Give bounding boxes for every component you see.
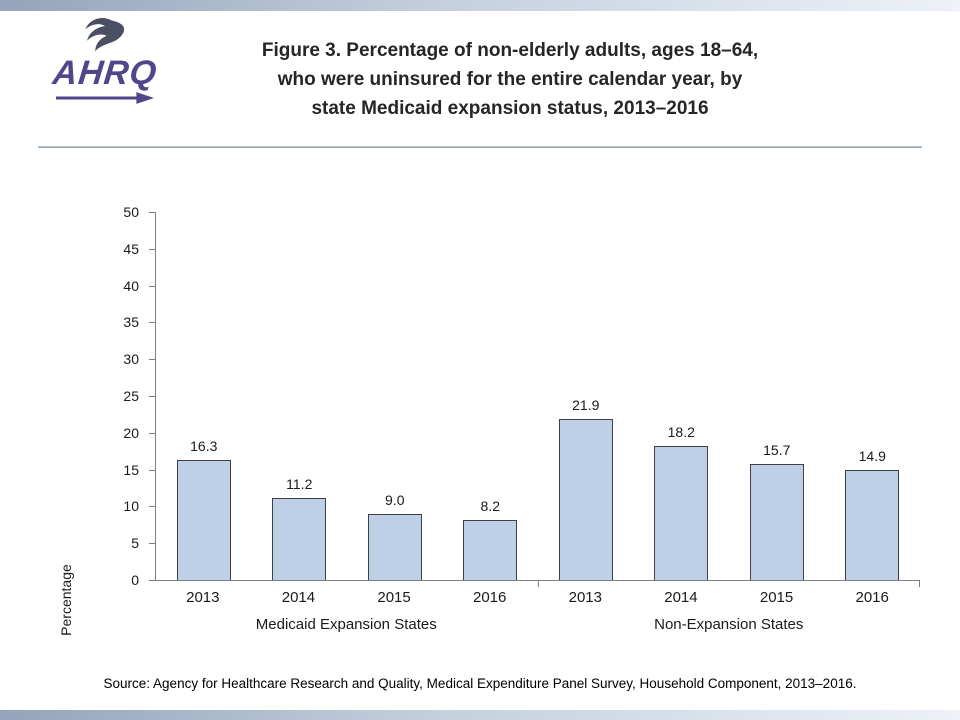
y-tick-mark (149, 285, 155, 287)
y-tick-label: 25 (123, 388, 139, 404)
y-tick-mark (149, 248, 155, 250)
x-tick-label: 2014 (281, 589, 316, 606)
bar (463, 519, 518, 580)
bar (749, 464, 804, 580)
group-label: Medicaid Expansion States (255, 616, 437, 633)
y-tick-label: 20 (123, 424, 139, 441)
bar-value-label: 14.9 (858, 448, 886, 465)
figure-title-line-3: state Medicaid expansion status, 2013–20… (311, 98, 709, 119)
hhs-eagle-icon (85, 17, 125, 52)
y-tick-mark (149, 506, 155, 508)
x-tick-row: 2013 2014 2015 2016 2013 2014 2015 2016 (155, 581, 920, 606)
y-tick-label: 5 (131, 535, 139, 552)
bar-value-label: 8.2 (480, 497, 500, 514)
bar-value-label: 18.2 (667, 424, 695, 441)
bar (845, 470, 900, 580)
y-tick-mark (149, 212, 155, 213)
bar (272, 497, 327, 580)
bar-value-label: 11.2 (286, 475, 313, 492)
y-tick-mark (149, 580, 155, 581)
bar-chart: Percentage 0 5 10 15 20 25 30 35 40 45 50 16.3 11.2… (0, 204, 960, 636)
bar-value-label: 16.3 (190, 438, 218, 455)
bar-slot: 8.2 (443, 212, 539, 580)
group-label: Non-Expansion States (654, 616, 804, 633)
bottom-gradient-strip (0, 710, 960, 720)
ahrq-logo: AHRQ (44, 16, 166, 104)
y-tick-mark (149, 543, 155, 545)
bar-value-label: 21.9 (572, 396, 600, 413)
y-tick-mark (149, 396, 155, 397)
group-label-row: Medicaid Expansion States Non-Expansion S… (155, 616, 920, 633)
y-tick-label: 30 (123, 351, 139, 368)
bar (367, 513, 422, 580)
bar (176, 460, 231, 580)
y-tick-label: 40 (123, 277, 139, 294)
x-tick-label: 2013 (186, 589, 220, 606)
y-tick-mark (149, 432, 155, 434)
x-tick-label: 2015 (377, 589, 411, 606)
x-tick-label: 2014 (664, 589, 698, 606)
bar-slot: 11.2 (252, 212, 348, 580)
x-tick-label: 2016 (473, 589, 507, 606)
figure-title: Figure 3. Percentage of non-elderly adul… (120, 36, 900, 123)
bar-slot: 18.2 (634, 212, 730, 580)
x-tick-label: 2016 (855, 589, 889, 606)
bar-slot: 14.9 (825, 212, 921, 580)
figure-title-line-1: Figure 3. Percentage of non-elderly adul… (261, 40, 759, 61)
x-tick-label: 2015 (759, 589, 794, 606)
y-tick-mark (149, 469, 155, 471)
y-tick-label: 15 (123, 461, 139, 478)
bar-slot: 21.9 (538, 212, 634, 580)
bar-slot: 16.3 (156, 212, 252, 580)
top-gradient-strip (0, 0, 960, 11)
bar-slot: 15.7 (729, 212, 825, 580)
source-note: Source: Agency for Healthcare Research a… (103, 676, 857, 691)
bar-slot: 9.0 (347, 212, 443, 580)
bar (654, 446, 709, 580)
bar-value-label: 15.7 (763, 442, 791, 459)
y-tick-label: 10 (123, 498, 139, 515)
logo-arrow-icon (56, 92, 154, 104)
y-tick-label: 50 (123, 204, 139, 220)
y-tick-mark (149, 322, 155, 324)
y-tick-label: 0 (131, 572, 139, 588)
figure-title-line-2: who were uninsured for the entire calend… (277, 69, 743, 90)
axis-separator-tick (538, 581, 539, 587)
y-tick-label: 35 (123, 314, 139, 331)
header-divider (38, 146, 922, 148)
y-axis-title: Percentage (58, 564, 74, 636)
bars-row: 16.3 11.2 9.0 8.2 21.9 18.2 15.7 14.9 (156, 212, 920, 580)
y-tick-label: 45 (123, 240, 139, 257)
bar (558, 418, 613, 580)
x-tick-label: 2013 (568, 589, 602, 606)
y-tick-mark (149, 359, 155, 361)
plot-area: 0 5 10 15 20 25 30 35 40 45 50 16.3 11.2 9.0 8.2 21.9 1… (123, 204, 920, 588)
axis-end-tick (919, 581, 920, 587)
bar-value-label: 9.0 (385, 491, 405, 508)
